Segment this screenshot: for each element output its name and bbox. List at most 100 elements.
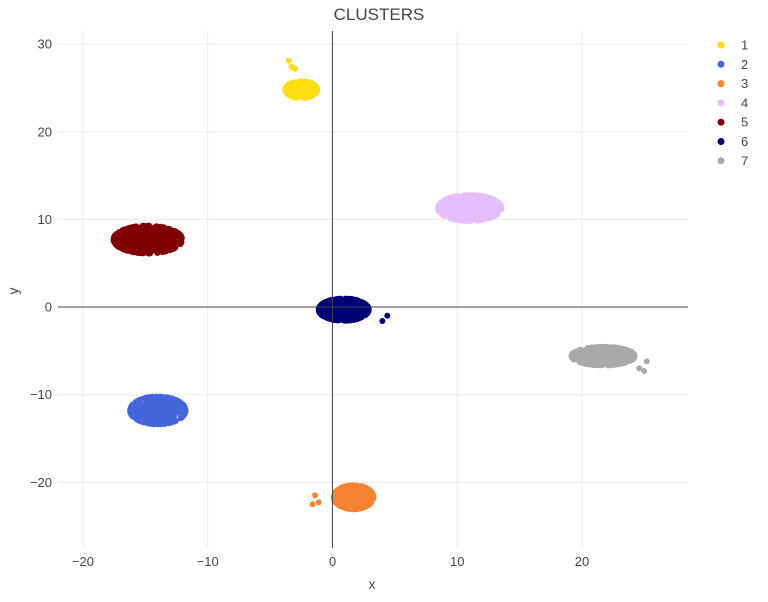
legend-marker (717, 41, 725, 49)
legend-marker (717, 60, 725, 68)
data-point (359, 485, 366, 492)
data-point (589, 355, 596, 362)
data-point (157, 223, 164, 230)
data-point (291, 80, 298, 86)
data-point (354, 315, 361, 322)
y-tick-label: 30 (38, 37, 52, 52)
data-point (136, 250, 143, 256)
y-tick-label: −10 (30, 387, 52, 402)
data-point (474, 192, 481, 199)
data-point (339, 311, 346, 318)
legend-marker (717, 80, 725, 88)
data-point (332, 498, 339, 505)
data-point (132, 229, 139, 236)
data-point (164, 412, 171, 419)
legend-item-1[interactable]: 1 (717, 38, 749, 53)
data-point (135, 224, 142, 231)
data-point (158, 417, 164, 424)
legend-label: 4 (741, 95, 748, 110)
data-point (609, 344, 615, 351)
data-point (122, 230, 129, 237)
data-point (171, 418, 178, 425)
data-point (162, 420, 169, 427)
data-point (617, 359, 624, 366)
legend[interactable]: 1 2 3 4 5 6 7 (717, 38, 749, 169)
data-point (613, 353, 620, 360)
data-point (159, 229, 166, 236)
data-point (164, 396, 171, 403)
data-point (623, 350, 630, 357)
legend-item-6[interactable]: 6 (717, 134, 749, 149)
data-point (494, 199, 501, 206)
x-tick-label: 10 (450, 554, 464, 569)
data-point (465, 217, 472, 224)
legend-item-7[interactable]: 7 (717, 153, 749, 168)
data-point (333, 311, 339, 318)
x-tick-label: −20 (72, 554, 94, 569)
legend-item-4[interactable]: 4 (717, 95, 749, 110)
data-point (593, 360, 600, 367)
data-point (285, 57, 292, 64)
x-tick-label: 20 (575, 554, 589, 569)
data-point (339, 504, 346, 510)
data-point (151, 406, 158, 412)
data-point (455, 193, 462, 199)
data-point (129, 402, 135, 409)
legend-label: 5 (741, 115, 748, 130)
data-point (315, 499, 322, 506)
x-tick-label: 0 (329, 554, 336, 569)
data-point (449, 215, 456, 222)
series-3-points (309, 482, 377, 513)
data-point (128, 235, 135, 241)
legend-label: 6 (741, 134, 748, 149)
data-point (497, 205, 504, 212)
data-point (320, 304, 327, 311)
x-tick-label: −10 (197, 554, 219, 569)
data-point (364, 502, 371, 509)
series-5-points (110, 222, 185, 257)
legend-item-2[interactable]: 2 (717, 57, 749, 72)
data-point (348, 506, 354, 513)
data-point (299, 90, 306, 97)
data-point (167, 233, 174, 240)
data-point (139, 402, 146, 409)
data-point (455, 217, 462, 224)
legend-item-3[interactable]: 3 (717, 76, 749, 91)
data-point (178, 233, 185, 240)
data-point (168, 409, 175, 416)
data-point (460, 200, 467, 207)
legend-label: 3 (741, 76, 748, 91)
axes-layer: −20 −10 0 10 20 −20 −10 0 10 20 30 (30, 31, 688, 569)
grid-layer (58, 31, 688, 548)
data-point (573, 356, 580, 363)
data-point (481, 206, 488, 212)
data-point (474, 211, 481, 217)
data-point (364, 308, 371, 315)
legend-item-5[interactable]: 5 (717, 115, 749, 130)
data-point (143, 237, 150, 243)
data-point (449, 207, 455, 214)
data-point (168, 402, 175, 409)
series-4-points (435, 192, 505, 224)
data-point (597, 345, 604, 352)
data-point (582, 346, 589, 353)
data-point (442, 196, 449, 203)
data-point (146, 401, 153, 408)
data-point (350, 486, 357, 493)
data-point (327, 297, 333, 304)
data-point (111, 233, 118, 240)
data-point (439, 208, 446, 215)
data-point (636, 365, 643, 372)
data-point (467, 195, 473, 202)
legend-marker (717, 118, 725, 126)
data-point (180, 402, 187, 409)
data-point (289, 85, 295, 92)
data-point (476, 217, 483, 224)
data-point (144, 411, 151, 418)
data-point (347, 312, 354, 319)
data-point (177, 241, 184, 247)
series-1-points (282, 57, 320, 101)
data-point (341, 317, 348, 324)
